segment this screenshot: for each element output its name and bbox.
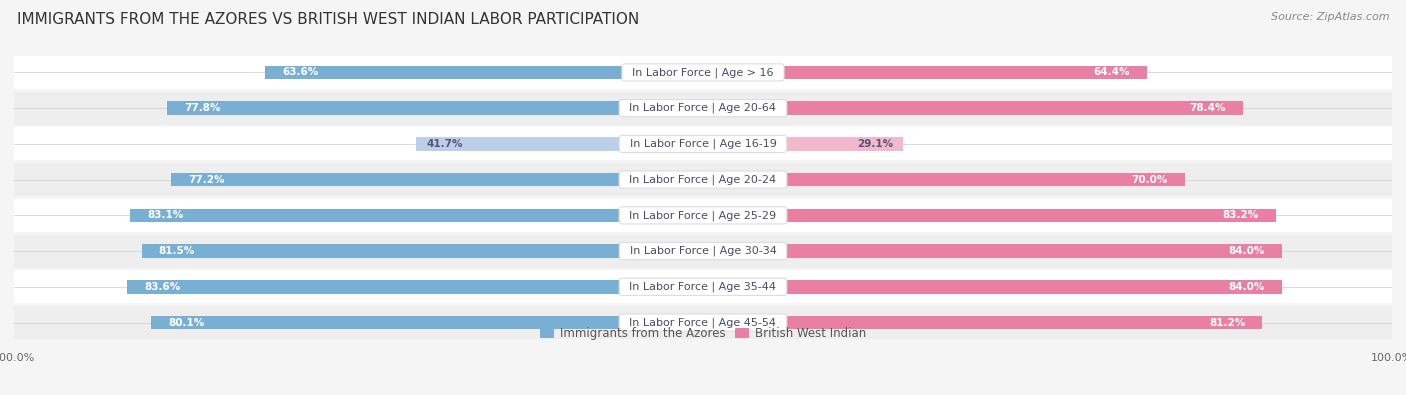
Text: 63.6%: 63.6% xyxy=(283,68,318,77)
Text: 81.2%: 81.2% xyxy=(1209,318,1246,327)
Text: Source: ZipAtlas.com: Source: ZipAtlas.com xyxy=(1271,12,1389,22)
Bar xyxy=(703,102,1243,115)
Bar xyxy=(172,173,703,186)
Bar xyxy=(264,66,703,79)
Bar xyxy=(14,199,1392,232)
Text: 84.0%: 84.0% xyxy=(1227,282,1264,292)
Text: In Labor Force | Age 35-44: In Labor Force | Age 35-44 xyxy=(623,282,783,292)
Text: 83.2%: 83.2% xyxy=(1223,211,1258,220)
Text: 83.1%: 83.1% xyxy=(148,211,184,220)
Text: 81.5%: 81.5% xyxy=(159,246,195,256)
Text: In Labor Force | Age 16-19: In Labor Force | Age 16-19 xyxy=(623,139,783,149)
Bar xyxy=(14,92,1392,124)
Bar xyxy=(703,316,1263,329)
Bar xyxy=(14,271,1392,303)
Text: In Labor Force | Age 30-34: In Labor Force | Age 30-34 xyxy=(623,246,783,256)
Text: In Labor Force | Age 20-24: In Labor Force | Age 20-24 xyxy=(623,174,783,185)
Text: 29.1%: 29.1% xyxy=(858,139,893,149)
Text: 64.4%: 64.4% xyxy=(1092,68,1129,77)
Bar xyxy=(167,102,703,115)
Bar xyxy=(14,56,1392,89)
Bar xyxy=(152,316,703,329)
Bar xyxy=(703,137,904,150)
Text: 70.0%: 70.0% xyxy=(1132,175,1168,184)
Bar xyxy=(416,137,703,150)
Bar xyxy=(703,173,1185,186)
Bar xyxy=(703,66,1147,79)
Bar xyxy=(127,280,703,293)
Text: 41.7%: 41.7% xyxy=(426,139,463,149)
Text: 80.1%: 80.1% xyxy=(169,318,205,327)
Text: 84.0%: 84.0% xyxy=(1227,246,1264,256)
Text: IMMIGRANTS FROM THE AZORES VS BRITISH WEST INDIAN LABOR PARTICIPATION: IMMIGRANTS FROM THE AZORES VS BRITISH WE… xyxy=(17,12,640,27)
Bar xyxy=(14,306,1392,339)
Text: In Labor Force | Age 20-64: In Labor Force | Age 20-64 xyxy=(623,103,783,113)
Bar xyxy=(703,209,1277,222)
Bar xyxy=(14,128,1392,160)
Bar xyxy=(14,163,1392,196)
Text: In Labor Force | Age > 16: In Labor Force | Age > 16 xyxy=(626,67,780,78)
Text: In Labor Force | Age 45-54: In Labor Force | Age 45-54 xyxy=(623,317,783,328)
Bar xyxy=(703,280,1282,293)
Bar xyxy=(14,235,1392,267)
Text: In Labor Force | Age 25-29: In Labor Force | Age 25-29 xyxy=(623,210,783,221)
Bar xyxy=(131,209,703,222)
Bar xyxy=(703,245,1282,258)
Text: 77.8%: 77.8% xyxy=(184,103,221,113)
Text: 78.4%: 78.4% xyxy=(1189,103,1226,113)
Bar xyxy=(142,245,703,258)
Text: 83.6%: 83.6% xyxy=(145,282,180,292)
Legend: Immigrants from the Azores, British West Indian: Immigrants from the Azores, British West… xyxy=(536,322,870,345)
Text: 77.2%: 77.2% xyxy=(188,175,225,184)
